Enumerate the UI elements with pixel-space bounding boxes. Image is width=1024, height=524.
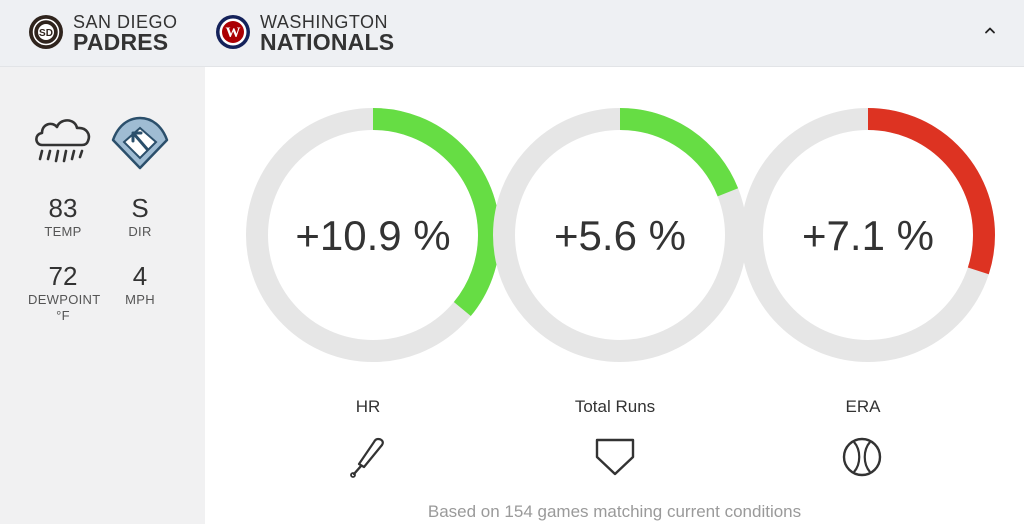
wind-dir-value: S (131, 193, 149, 223)
away-team-city: SAN DIEGO (73, 12, 178, 32)
wind-dir-stat: S DIR (110, 193, 170, 240)
baseball-bat-icon (350, 437, 384, 478)
dewpoint-value: 72 (48, 261, 78, 291)
home-plate-icon (595, 438, 635, 476)
dewpoint-label: DEWPOINT °F (28, 292, 101, 323)
baseball-icon (842, 437, 882, 477)
era-value: +7.1 % (802, 212, 934, 259)
era-label: ERA (845, 397, 881, 416)
sample-size-note: Based on 154 games matching current cond… (427, 502, 802, 521)
nationals-logo-icon: W (216, 15, 250, 49)
away-team-name: PADRES (73, 29, 169, 55)
temp-value: 83 (48, 193, 78, 223)
wind-speed-stat: 4 MPH (110, 261, 170, 308)
svg-text:W: W (226, 25, 241, 41)
era-gauge-arc (741, 108, 995, 362)
total-runs-label: Total Runs (574, 397, 656, 416)
wind-speed-value: 4 (132, 261, 148, 291)
game-header: SD SAN DIEGO PADRES W WASHINGTON NATIONA… (0, 0, 1024, 67)
padres-logo-icon: SD (29, 15, 63, 49)
home-team-city: WASHINGTON (260, 12, 389, 32)
hr-label: HR (355, 397, 381, 416)
temp-label: TEMP (44, 224, 82, 239)
wind-speed-label: MPH (125, 292, 155, 307)
home-team-name: NATIONALS (260, 29, 395, 55)
gauges-area (246, 108, 995, 362)
total-runs-value: +5.6 % (554, 212, 686, 259)
rain-cloud-icon (35, 119, 91, 163)
total-runs-gauge-arc (493, 108, 747, 362)
wind-dir-label: DIR (128, 224, 152, 239)
svg-text:SD: SD (39, 28, 53, 39)
weather-panel: 83 TEMP S DIR 72 DEWPOINT °F 4 MPH (0, 67, 205, 524)
wind-direction-field-icon (111, 116, 169, 170)
hr-gauge-arc (246, 108, 500, 362)
temp-stat: 83 TEMP (22, 193, 104, 240)
dewpoint-stat: 72 DEWPOINT °F (18, 261, 108, 324)
hr-value: +10.9 % (295, 212, 451, 259)
chevron-up-icon[interactable] (980, 20, 1000, 40)
